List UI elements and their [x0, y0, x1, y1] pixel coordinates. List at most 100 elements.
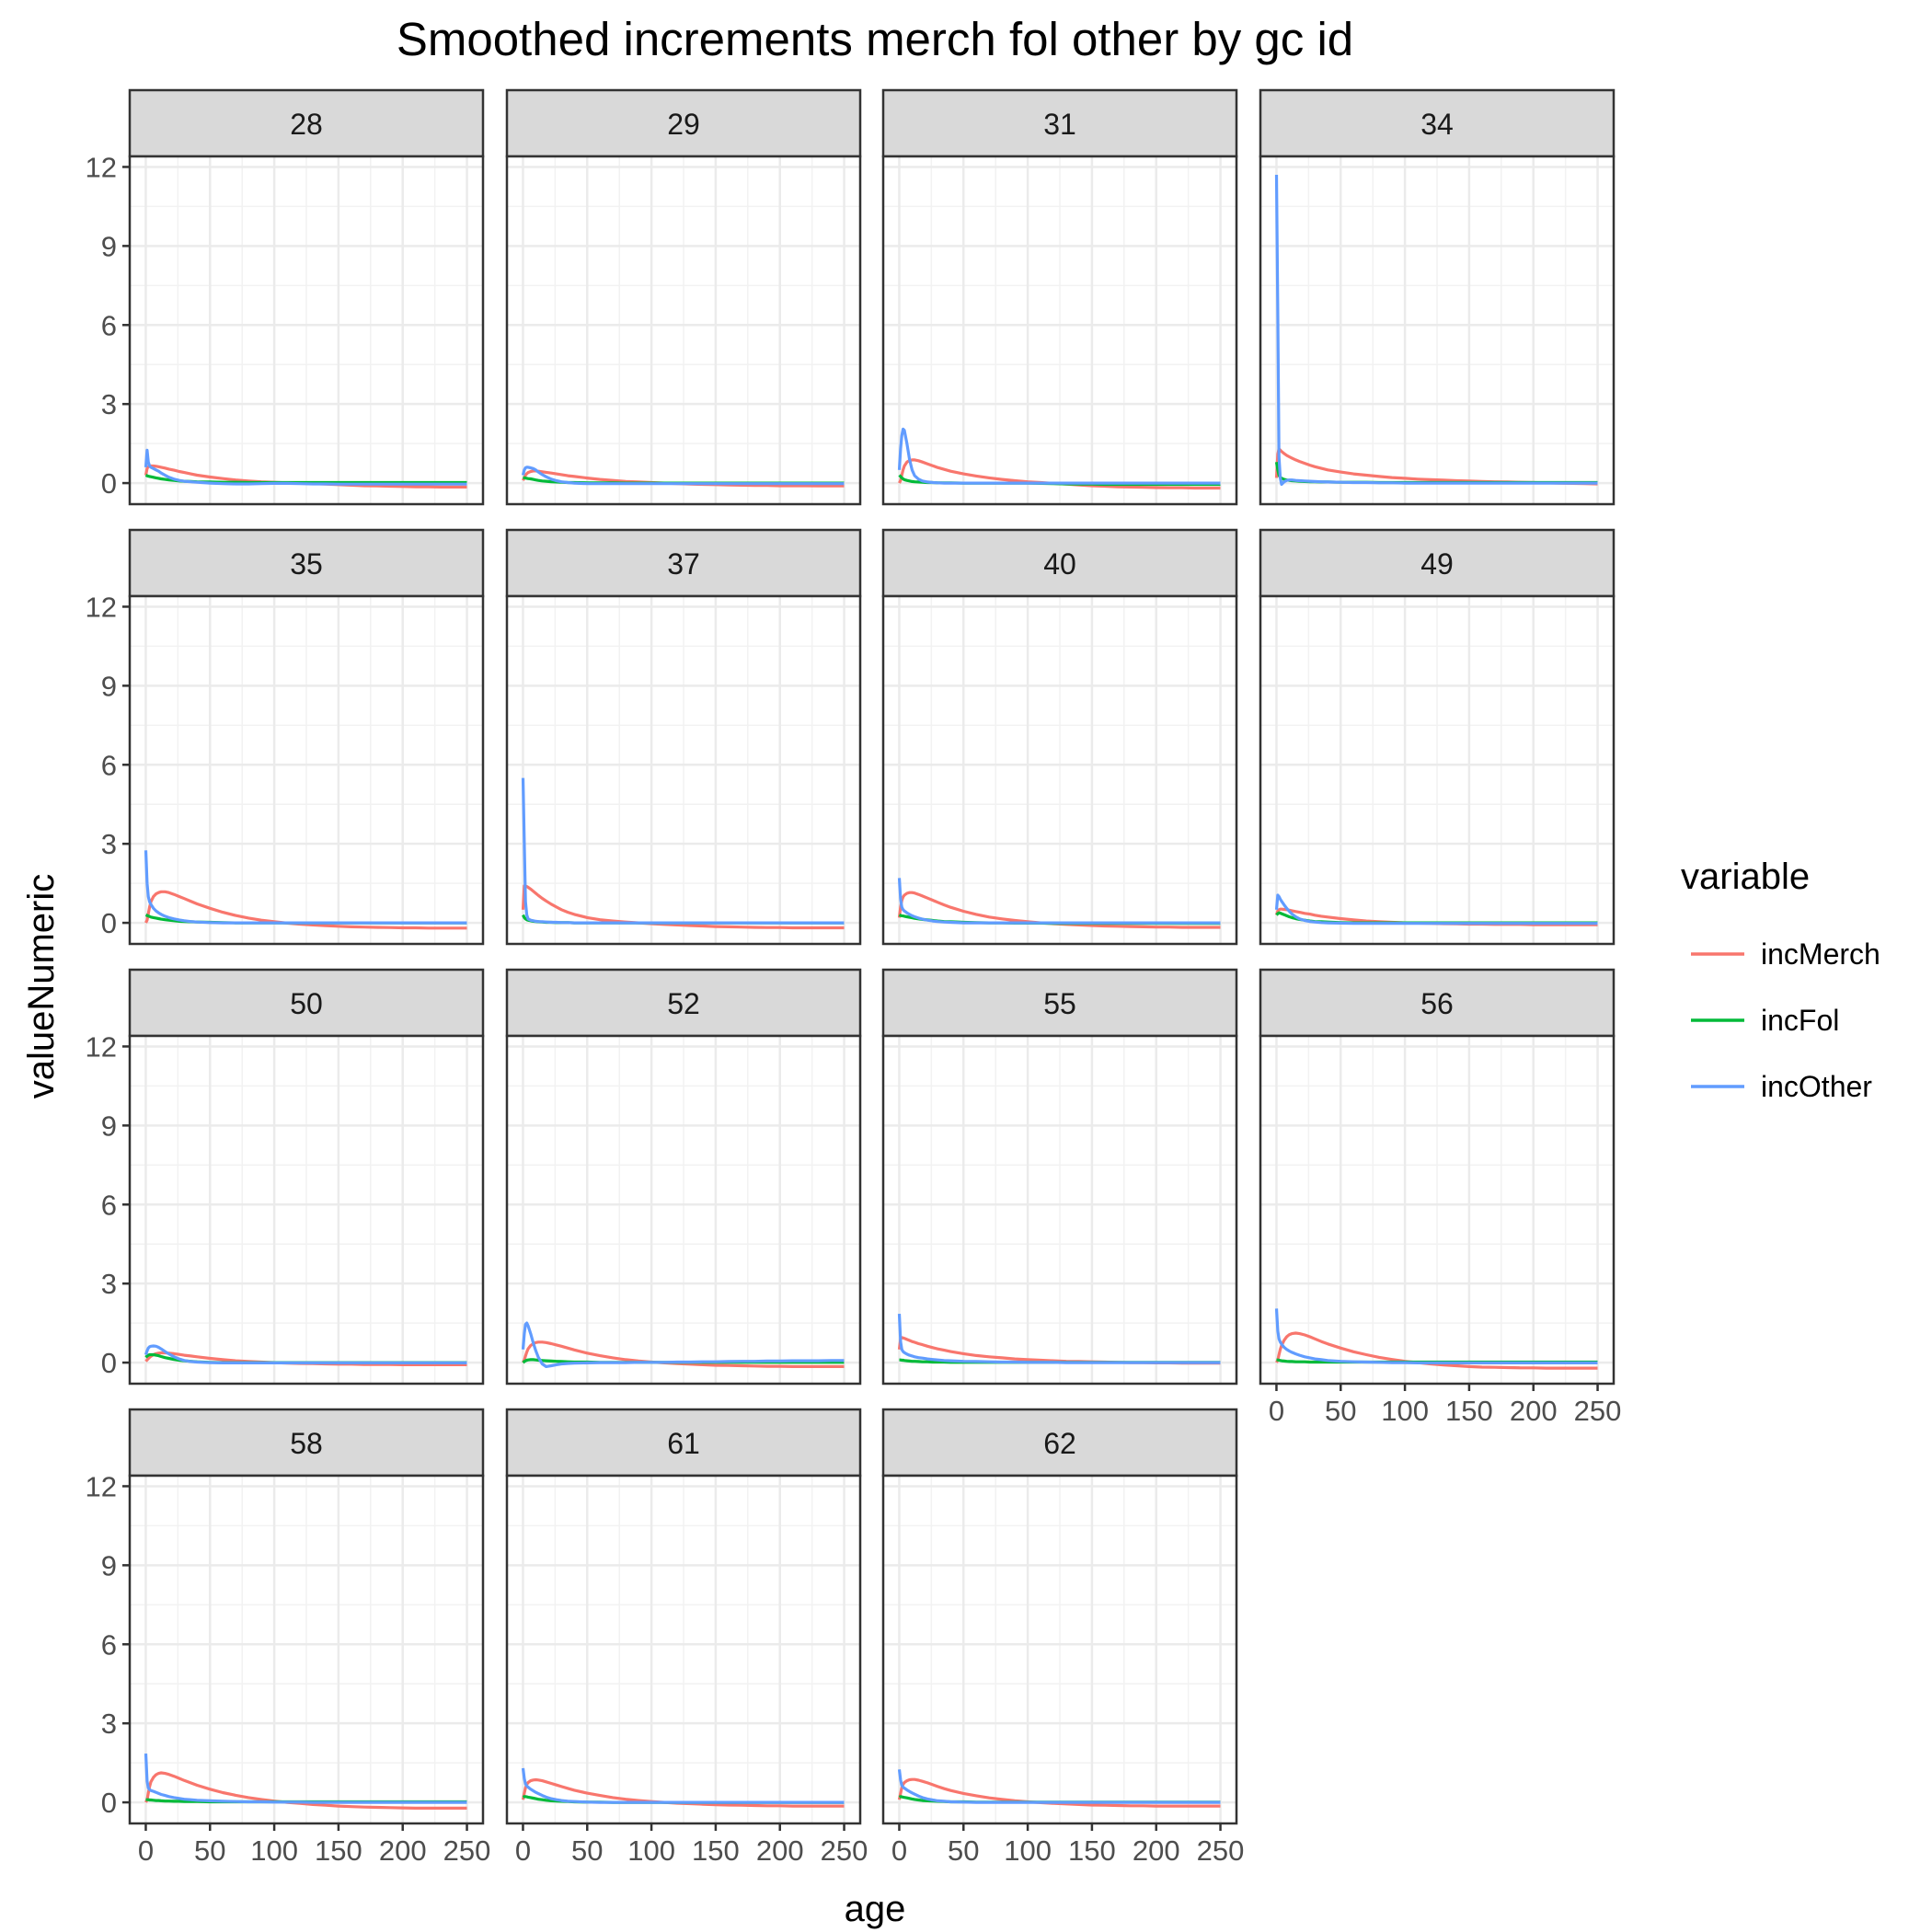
facet-strip — [1259, 88, 1616, 158]
series-line-incMerch — [897, 1777, 1221, 1808]
series-line-incOther — [897, 1314, 1221, 1364]
y-tick-label: 9 — [101, 1110, 117, 1142]
series-line-incOther — [1274, 1308, 1598, 1364]
series-line-incMerch — [144, 1351, 467, 1366]
y-tick-label: 6 — [101, 1189, 117, 1221]
panel-border — [505, 594, 862, 946]
x-tick-label: 100 — [1381, 1395, 1429, 1427]
facet-label: 56 — [1420, 987, 1454, 1020]
facet-strip — [1259, 968, 1616, 1038]
panel-border — [128, 155, 485, 506]
y-tick-label: 0 — [101, 467, 117, 500]
legend-label: incOther — [1761, 1070, 1872, 1103]
legend-entries: incMerch incFol incOther — [1691, 937, 1880, 1103]
x-tick-label: 150 — [692, 1834, 740, 1867]
series-line-incOther — [144, 1344, 467, 1364]
x-tick-label: 0 — [138, 1834, 154, 1867]
y-tick-label: 0 — [101, 1787, 117, 1819]
y-tick-label: 6 — [101, 1628, 117, 1661]
series-line-incOther — [1274, 893, 1598, 926]
facet-panel-58: 58 0 3 6 9 12 0 50 100 150 200 250 — [86, 1408, 491, 1867]
y-tick-label: 12 — [86, 591, 117, 623]
facet-label: 50 — [290, 987, 323, 1020]
x-tick-label: 100 — [627, 1834, 675, 1867]
series-line-incMerch — [144, 464, 467, 489]
legend-label: incFol — [1761, 1004, 1839, 1037]
facet-panel-52: 52 — [505, 968, 862, 1386]
facet-strip — [128, 968, 485, 1038]
y-tick-label: 3 — [101, 1268, 117, 1300]
series-line-incFol — [144, 474, 467, 485]
x-tick-label: 250 — [821, 1834, 868, 1867]
x-tick-label: 200 — [1510, 1395, 1558, 1427]
facet-label: 52 — [667, 987, 700, 1020]
x-tick-label: 200 — [1133, 1834, 1180, 1867]
series-line-incMerch — [522, 469, 845, 488]
x-tick-label: 250 — [443, 1834, 491, 1867]
y-tick-label: 9 — [101, 230, 117, 262]
series-line-incMerch — [521, 1777, 845, 1808]
x-tick-label: 50 — [948, 1834, 979, 1867]
facet-strip — [505, 528, 862, 598]
series-line-incMerch — [897, 891, 1221, 929]
facet-panel-50: 50 0 3 6 9 12 — [86, 968, 485, 1386]
legend-title: variable — [1681, 857, 1810, 897]
panel-border — [128, 1474, 485, 1825]
series-line-incMerch — [521, 884, 845, 930]
facet-label: 34 — [1420, 108, 1454, 141]
facet-panel-28: 28 0 3 6 9 12 — [86, 88, 485, 506]
facet-strip — [881, 1408, 1238, 1478]
series-line-incOther — [521, 1321, 845, 1368]
series-line-incMerch — [1275, 1331, 1598, 1370]
facet-strip — [1259, 528, 1616, 598]
facet-label: 58 — [290, 1427, 323, 1460]
x-tick-label: 200 — [756, 1834, 804, 1867]
x-tick-label: 200 — [379, 1834, 427, 1867]
panel-border — [1259, 594, 1616, 946]
x-tick-label: 250 — [1197, 1834, 1245, 1867]
panel-border — [1259, 155, 1616, 506]
x-tick-label: 0 — [891, 1834, 907, 1867]
panel-border — [128, 1034, 485, 1386]
facet-panel-34: 34 — [1259, 88, 1616, 506]
y-tick-label: 12 — [86, 151, 117, 183]
x-tick-label: 150 — [315, 1834, 362, 1867]
series-line-incOther — [897, 427, 1221, 485]
facet-panel-61: 61 0 50 100 150 200 250 — [505, 1408, 868, 1867]
x-tick-label: 0 — [1269, 1395, 1284, 1427]
y-tick-label: 12 — [86, 1470, 117, 1502]
facet-panel-56: 56 0 50 100 150 200 250 — [1259, 968, 1621, 1427]
panel-border — [505, 1474, 862, 1825]
y-tick-label: 6 — [101, 309, 117, 341]
facet-strip — [881, 528, 1238, 598]
facet-panel-35: 35 0 3 6 9 12 — [86, 528, 485, 946]
series-line-incOther — [521, 466, 845, 486]
x-tick-label: 150 — [1445, 1395, 1493, 1427]
series-line-incOther — [897, 878, 1221, 925]
facet-panel-55: 55 — [881, 968, 1238, 1386]
legend-label: incMerch — [1761, 937, 1880, 971]
facet-label: 35 — [290, 547, 323, 581]
panel-border — [1259, 1034, 1616, 1386]
panel-border — [881, 1034, 1238, 1386]
panel-border — [505, 1034, 862, 1386]
facet-panel-40: 40 — [881, 528, 1238, 946]
x-tick-label: 50 — [1325, 1395, 1356, 1427]
y-tick-label: 3 — [101, 388, 117, 420]
facet-label: 31 — [1043, 108, 1076, 141]
y-tick-label: 12 — [86, 1030, 117, 1063]
x-tick-label: 100 — [1004, 1834, 1052, 1867]
x-tick-label: 50 — [194, 1834, 225, 1867]
y-tick-label: 3 — [101, 1708, 117, 1740]
facet-panel-62: 62 0 50 100 150 200 250 — [881, 1408, 1245, 1867]
y-tick-label: 9 — [101, 1549, 117, 1581]
facet-panel-49: 49 — [1259, 528, 1616, 946]
facet-label: 49 — [1420, 547, 1454, 581]
y-tick-label: 3 — [101, 828, 117, 860]
y-tick-label: 6 — [101, 749, 117, 781]
y-axis-label: valueNumeric — [21, 874, 62, 1099]
series-line-incOther — [144, 850, 467, 925]
facet-strip — [881, 968, 1238, 1038]
